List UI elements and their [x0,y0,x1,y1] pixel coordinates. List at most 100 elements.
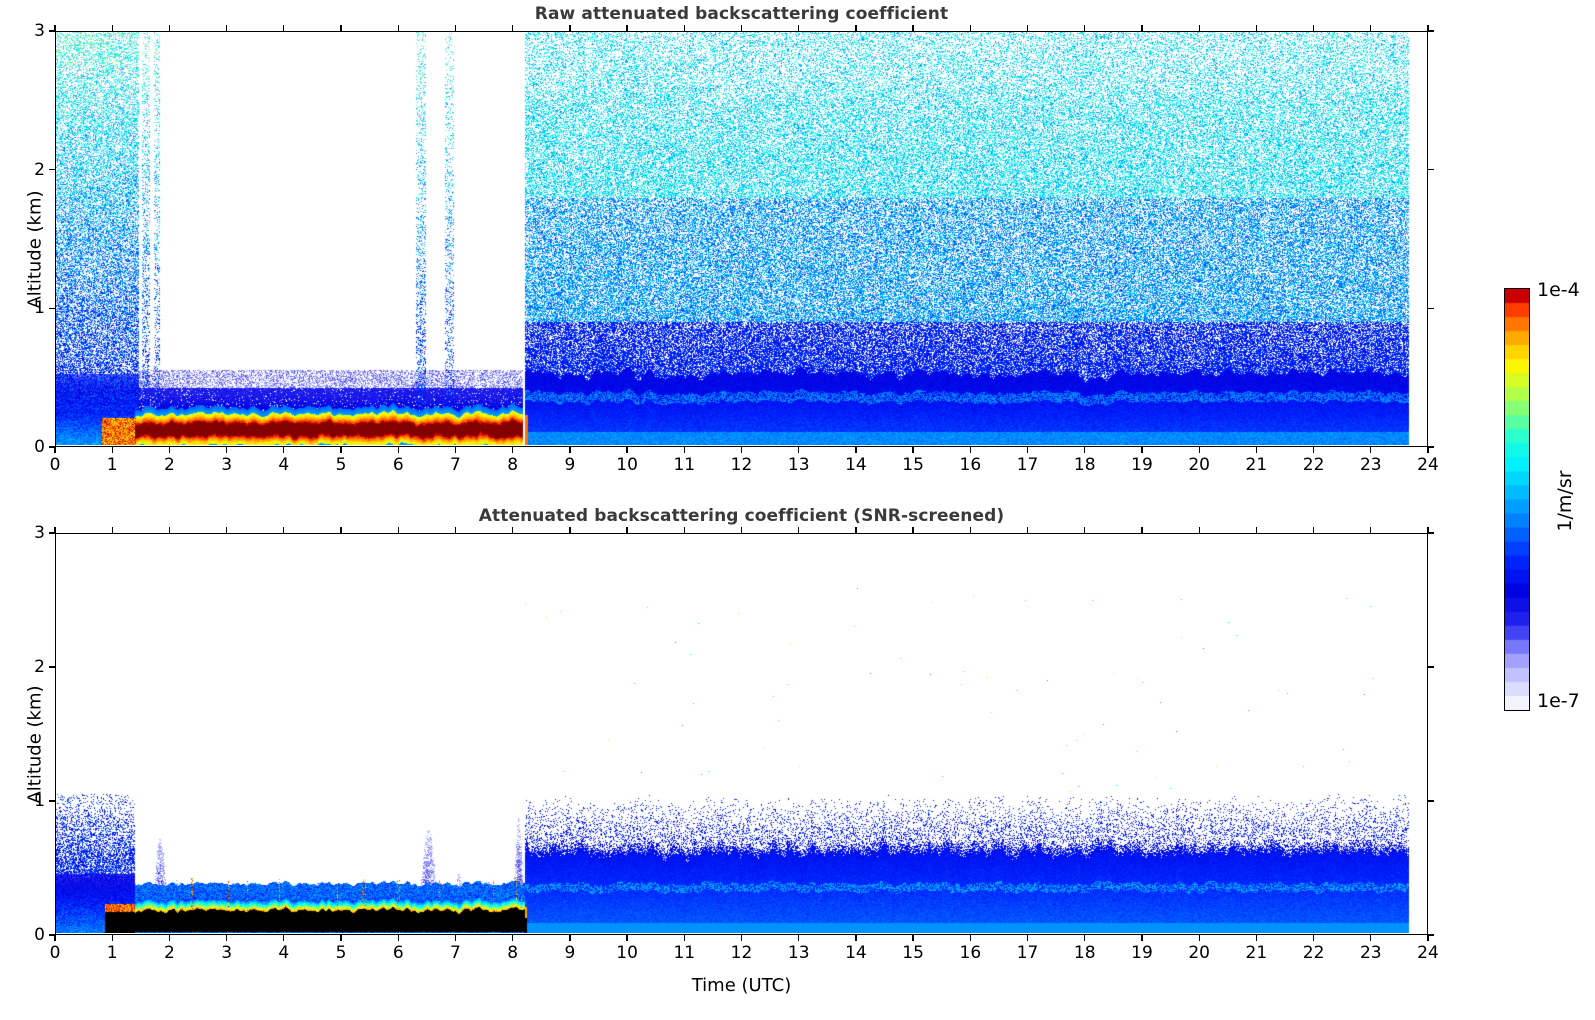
x-tick [283,935,285,941]
x-tick [1198,447,1200,453]
x-tick-label: 18 [1073,455,1096,475]
y-tick [49,934,55,936]
y-tick-label: 3 [34,523,45,543]
y-tick-right [1428,307,1434,309]
raw-plot-title: Raw attenuated backscattering coefficien… [534,4,949,24]
x-tick-label: 0 [49,943,61,963]
raw-axes[interactable] [55,31,1428,447]
y-tick [49,30,55,32]
x-tick [454,935,457,941]
x-tick-top [626,25,628,31]
x-tick [626,935,628,941]
x-tick-label: 12 [730,943,753,963]
y-tick-label: 0 [34,437,45,457]
x-tick [397,447,399,453]
x-tick-top [340,527,342,533]
y-tick-right [1428,30,1434,32]
screened-axes[interactable] [55,533,1428,935]
x-tick-top [225,25,228,31]
x-tick-top [111,527,113,533]
x-tick-label: 9 [564,455,576,475]
x-tick [168,935,171,941]
x-tick [740,447,743,453]
x-tick-top [969,527,971,533]
x-tick-label: 10 [616,943,638,963]
x-tick-top [340,25,342,31]
y-tick-right [1428,169,1434,171]
x-tick [1427,447,1429,453]
x-tick [1255,935,1258,941]
x-tick-top [683,25,685,31]
x-tick-top [54,527,56,533]
x-tick-top [1370,25,1372,31]
x-tick-label: 12 [730,455,753,475]
x-tick [512,935,514,941]
x-tick-label: 13 [787,943,810,963]
colorbar-max-label: 1e-4 [1537,279,1580,301]
x-tick-top [1427,527,1429,533]
x-tick [969,935,971,941]
x-tick-top [512,25,514,31]
x-tick-label: 4 [278,943,290,963]
x-tick-top [397,25,399,31]
x-tick-top [569,527,571,533]
x-tick [283,447,285,453]
y-tick-label: 0 [34,925,45,945]
x-tick-top [168,527,171,533]
screened-plot-title: Attenuated backscattering coefficient (S… [478,506,1005,526]
x-tick [512,447,514,453]
screened-ylabel: Altitude (km) [24,685,46,804]
y-tick-right [1428,666,1434,668]
x-tick [168,447,171,453]
y-tick-right [1428,532,1434,534]
x-tick [54,935,56,941]
x-tick [54,447,56,453]
x-tick [969,447,971,453]
x-tick-top [740,527,743,533]
x-tick [1255,447,1258,453]
x-tick-label: 8 [507,455,519,475]
x-tick [1141,447,1143,453]
x-tick [912,935,914,941]
x-tick-label: 11 [673,455,696,475]
x-tick-label: 14 [845,943,867,963]
x-tick-top [1198,25,1200,31]
x-tick-top [168,25,171,31]
x-tick-top [1370,527,1372,533]
y-tick-label: 2 [34,159,45,180]
x-tick-label: 15 [902,943,924,963]
x-tick-top [454,25,457,31]
x-tick [1312,447,1315,453]
x-tick-label: 21 [1245,943,1268,963]
x-tick [340,447,342,453]
x-tick-top [512,527,514,533]
x-tick-label: 8 [507,943,519,963]
x-tick-top [1141,527,1143,533]
x-tick-label: 5 [335,455,347,475]
x-tick [1198,935,1200,941]
x-tick-label: 5 [335,943,347,963]
x-tick-top [54,25,56,31]
x-tick-label: 19 [1131,455,1153,475]
x-tick-label: 4 [278,455,290,475]
x-tick [1312,935,1315,941]
x-tick-top [740,25,743,31]
y-tick-right [1428,446,1434,448]
x-tick-label: 23 [1359,455,1382,475]
x-tick-label: 24 [1417,943,1439,963]
x-tick [798,447,800,453]
x-tick [1141,935,1143,941]
colorbar[interactable] [1504,288,1530,711]
x-tick-label: 2 [163,943,175,963]
y-tick-right [1428,934,1434,936]
x-tick-label: 18 [1073,943,1096,963]
x-tick-top [798,527,800,533]
x-tick-label: 22 [1302,943,1325,963]
x-tick [1370,935,1372,941]
x-tick-label: 17 [1016,455,1039,475]
x-tick-label: 6 [392,943,404,963]
x-tick [111,447,113,453]
x-tick-top [1255,25,1258,31]
x-tick-label: 20 [1188,943,1210,963]
x-tick-top [397,527,399,533]
